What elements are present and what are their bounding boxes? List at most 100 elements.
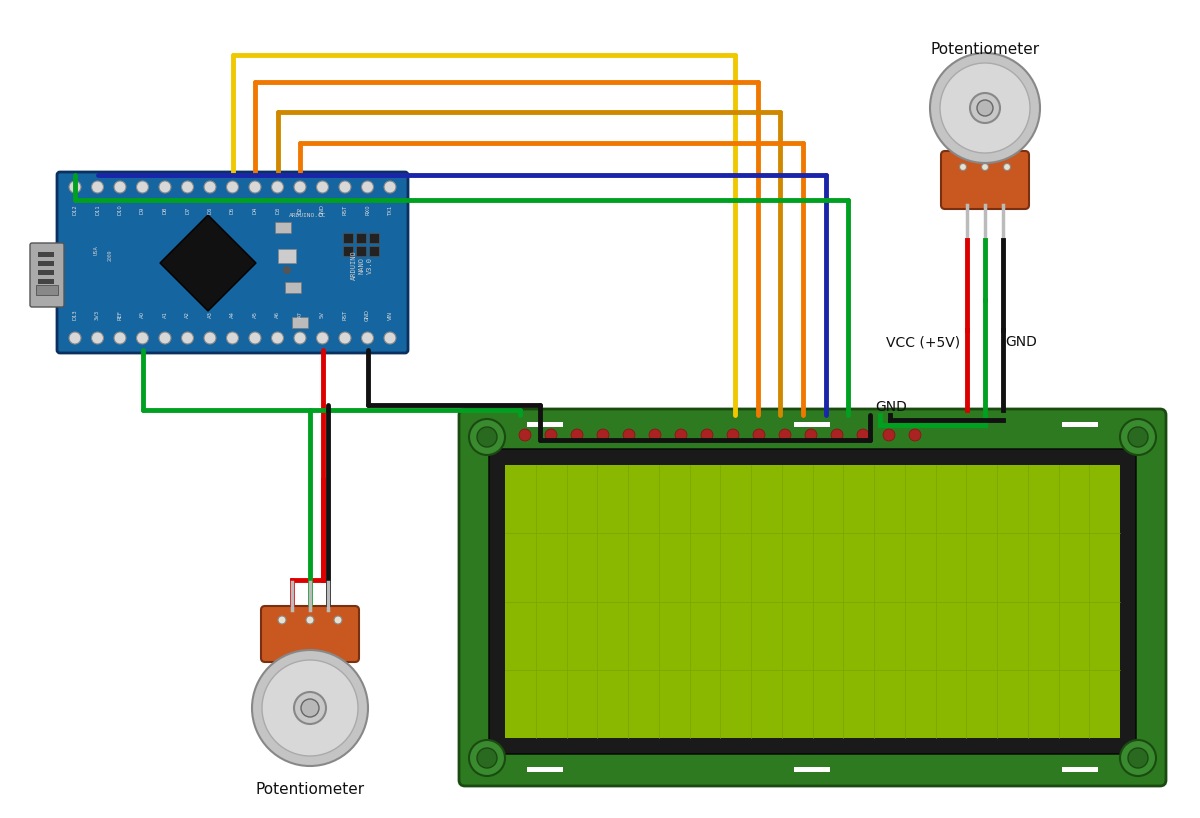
Bar [278, 249, 296, 263]
Circle shape [779, 429, 791, 441]
Circle shape [340, 332, 352, 344]
Text: 5V: 5V [320, 312, 325, 318]
Circle shape [262, 660, 358, 756]
Circle shape [1003, 164, 1010, 170]
Text: D7: D7 [185, 206, 190, 213]
Circle shape [91, 332, 103, 344]
Bar [286, 282, 301, 293]
Bar [498, 681, 1127, 703]
Circle shape [754, 429, 766, 441]
Circle shape [1120, 740, 1156, 776]
Circle shape [252, 650, 368, 766]
Circle shape [469, 740, 505, 776]
Circle shape [137, 332, 149, 344]
Circle shape [701, 429, 713, 441]
Text: A6: A6 [275, 312, 280, 318]
Text: A0: A0 [140, 312, 145, 318]
Text: VCC (+5V): VCC (+5V) [886, 335, 960, 349]
Text: D4: D4 [252, 206, 258, 213]
Circle shape [317, 332, 329, 344]
Text: D10: D10 [118, 204, 122, 215]
Bar [527, 422, 563, 427]
Circle shape [910, 429, 922, 441]
Bar [527, 767, 563, 772]
Text: A7: A7 [298, 312, 302, 318]
Polygon shape [160, 215, 256, 311]
Circle shape [649, 429, 661, 441]
Circle shape [940, 63, 1030, 153]
Circle shape [598, 429, 610, 441]
Circle shape [294, 692, 326, 724]
Circle shape [158, 181, 172, 193]
Circle shape [930, 53, 1040, 163]
Circle shape [727, 429, 739, 441]
Circle shape [334, 616, 342, 624]
Text: USA: USA [94, 245, 98, 255]
Bar [498, 723, 1127, 745]
Text: RX0: RX0 [365, 204, 370, 215]
Circle shape [181, 181, 193, 193]
Circle shape [181, 332, 193, 344]
Text: VIN: VIN [388, 311, 392, 320]
Circle shape [384, 332, 396, 344]
Circle shape [1120, 419, 1156, 455]
Circle shape [361, 181, 373, 193]
Bar [794, 422, 830, 427]
Text: ARDUINO
NANO
V3.0: ARDUINO NANO V3.0 [352, 250, 373, 280]
Circle shape [977, 100, 994, 116]
Circle shape [1128, 427, 1148, 447]
Circle shape [250, 332, 262, 344]
Circle shape [204, 332, 216, 344]
Circle shape [301, 699, 319, 717]
Text: RST: RST [342, 204, 348, 215]
Circle shape [623, 429, 635, 441]
Bar [370, 233, 379, 243]
Text: D2: D2 [298, 206, 302, 213]
Text: 3V3: 3V3 [95, 310, 100, 320]
Text: GND: GND [365, 309, 370, 321]
Circle shape [294, 332, 306, 344]
Circle shape [283, 266, 292, 274]
Text: A2: A2 [185, 312, 190, 318]
Circle shape [227, 332, 239, 344]
Bar [36, 285, 58, 295]
Circle shape [340, 181, 352, 193]
Circle shape [384, 181, 396, 193]
Text: A3: A3 [208, 312, 212, 318]
Bar [794, 767, 830, 772]
Bar [343, 233, 353, 243]
Circle shape [571, 429, 583, 441]
Bar [1062, 422, 1098, 427]
FancyBboxPatch shape [458, 409, 1166, 786]
Circle shape [1128, 748, 1148, 768]
Bar [356, 233, 366, 243]
Circle shape [271, 332, 283, 344]
Text: D9: D9 [140, 206, 145, 213]
Circle shape [830, 429, 842, 441]
Text: ARDUINO.CC: ARDUINO.CC [289, 213, 326, 218]
Circle shape [114, 181, 126, 193]
Circle shape [478, 427, 497, 447]
Text: GND: GND [1006, 335, 1037, 349]
Text: A4: A4 [230, 312, 235, 318]
Circle shape [970, 93, 1000, 123]
Circle shape [91, 181, 103, 193]
Circle shape [317, 181, 329, 193]
Text: A5: A5 [252, 312, 258, 318]
FancyBboxPatch shape [30, 243, 64, 307]
Text: GND: GND [875, 400, 907, 414]
Text: D11: D11 [95, 204, 100, 215]
Circle shape [478, 748, 497, 768]
Text: D3: D3 [275, 206, 280, 213]
Circle shape [271, 181, 283, 193]
Bar [275, 222, 292, 233]
Bar [356, 246, 366, 256]
Bar [505, 465, 1120, 738]
Bar [370, 246, 379, 256]
Circle shape [960, 164, 966, 170]
Bar [38, 270, 54, 275]
Circle shape [294, 181, 306, 193]
Text: TX1: TX1 [388, 204, 392, 215]
Bar [292, 317, 308, 328]
Circle shape [204, 181, 216, 193]
